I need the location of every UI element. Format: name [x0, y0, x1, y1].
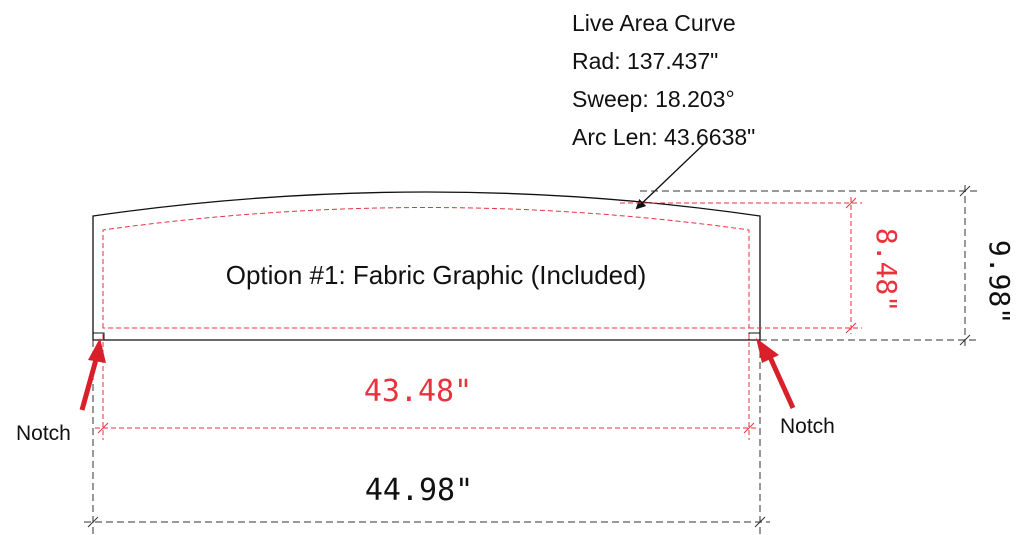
callout-arc-length: Arc Len: 43.6638" — [572, 124, 755, 150]
live-height-label: 8.48" — [870, 228, 903, 312]
right-notch-arrow — [756, 338, 796, 410]
left-notch-label: Notch — [16, 422, 71, 445]
panel-label: Option #1: Fabric Graphic (Included) — [226, 260, 647, 290]
left-notch-arrow — [79, 338, 106, 411]
overall-height-dimension — [640, 185, 980, 346]
live-height-dimension — [620, 197, 862, 334]
right-notch-label: Notch — [780, 415, 835, 438]
overall-width-label: 44.98" — [365, 473, 473, 508]
overall-width-dimension — [84, 340, 770, 534]
live-width-label: 43.48" — [364, 374, 472, 409]
callout-radius: Rad: 137.437" — [572, 48, 718, 74]
left-notch — [92, 332, 105, 341]
callout-sweep: Sweep: 18.203° — [572, 86, 735, 112]
live-area-outline — [102, 207, 750, 329]
panel-outline — [92, 191, 761, 341]
right-notch — [748, 332, 761, 341]
overall-height-label: 9.98" — [983, 240, 1016, 324]
callout-title: Live Area Curve — [572, 10, 736, 36]
callout-leader-arrow — [635, 142, 706, 210]
live-area-callout: Live Area Curve Rad: 137.437" Sweep: 18.… — [572, 10, 755, 150]
